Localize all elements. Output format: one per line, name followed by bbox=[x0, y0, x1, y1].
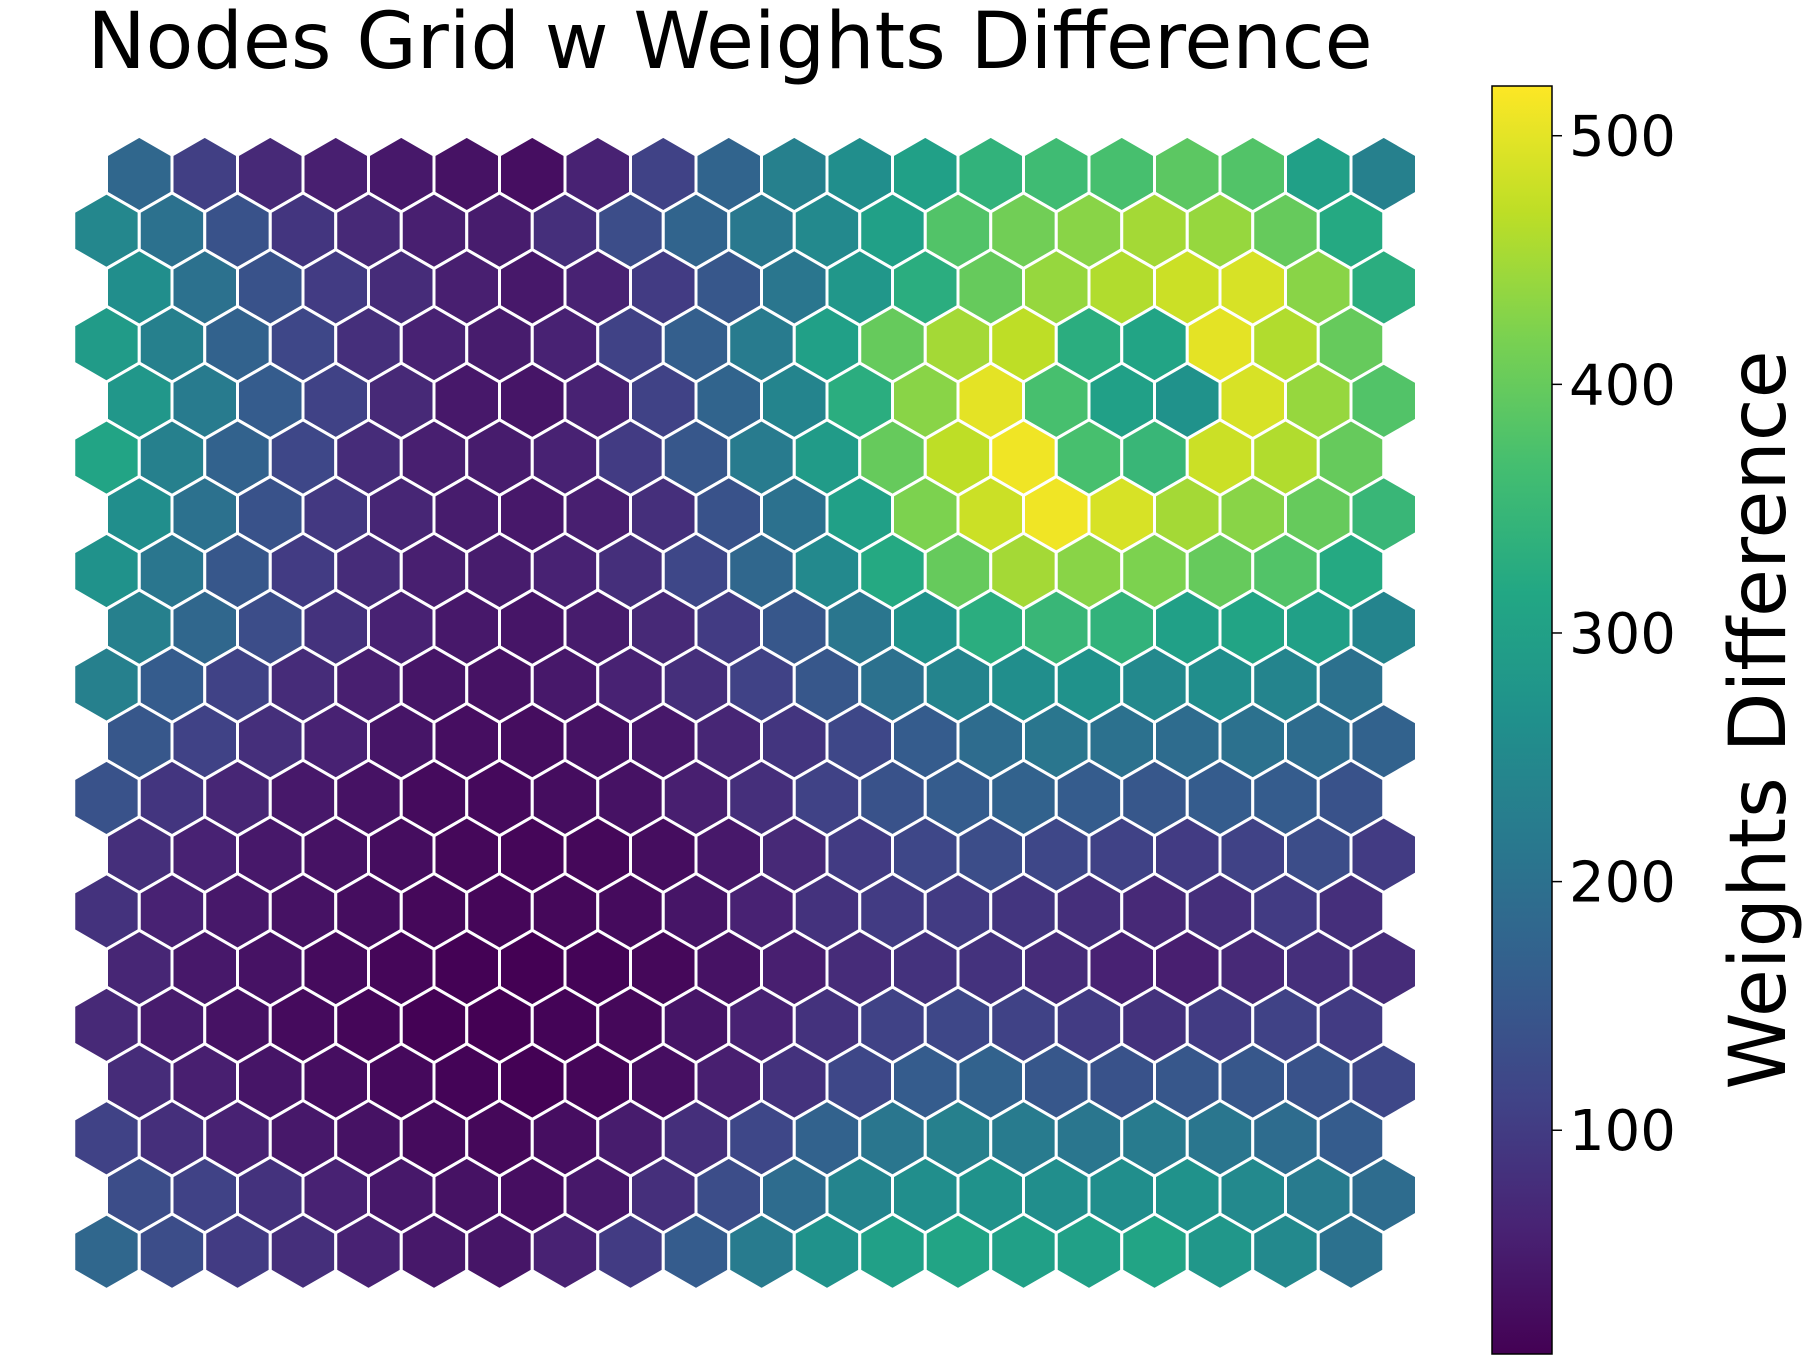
colorbar-tick-label: 300 bbox=[1569, 602, 1676, 667]
colorbar-label: Weights Difference bbox=[1714, 350, 1804, 1089]
chart-title: Nodes Grid w Weights Difference bbox=[87, 0, 1372, 87]
colorbar-tick-label: 400 bbox=[1569, 353, 1676, 418]
hex-cell bbox=[1316, 1212, 1386, 1292]
colorbar: 100 200 300 400 500 Weights Difference bbox=[1491, 85, 1804, 1355]
colorbar-tick-label: 500 bbox=[1569, 105, 1676, 170]
hex-grid bbox=[72, 134, 1418, 1292]
colorbar-tick-label: 100 bbox=[1569, 1099, 1676, 1164]
colorbar-ticks: 100 200 300 400 500 bbox=[1552, 105, 1676, 1164]
colorbar-tick-label: 200 bbox=[1569, 851, 1676, 916]
colorbar-gradient bbox=[1491, 85, 1553, 1355]
